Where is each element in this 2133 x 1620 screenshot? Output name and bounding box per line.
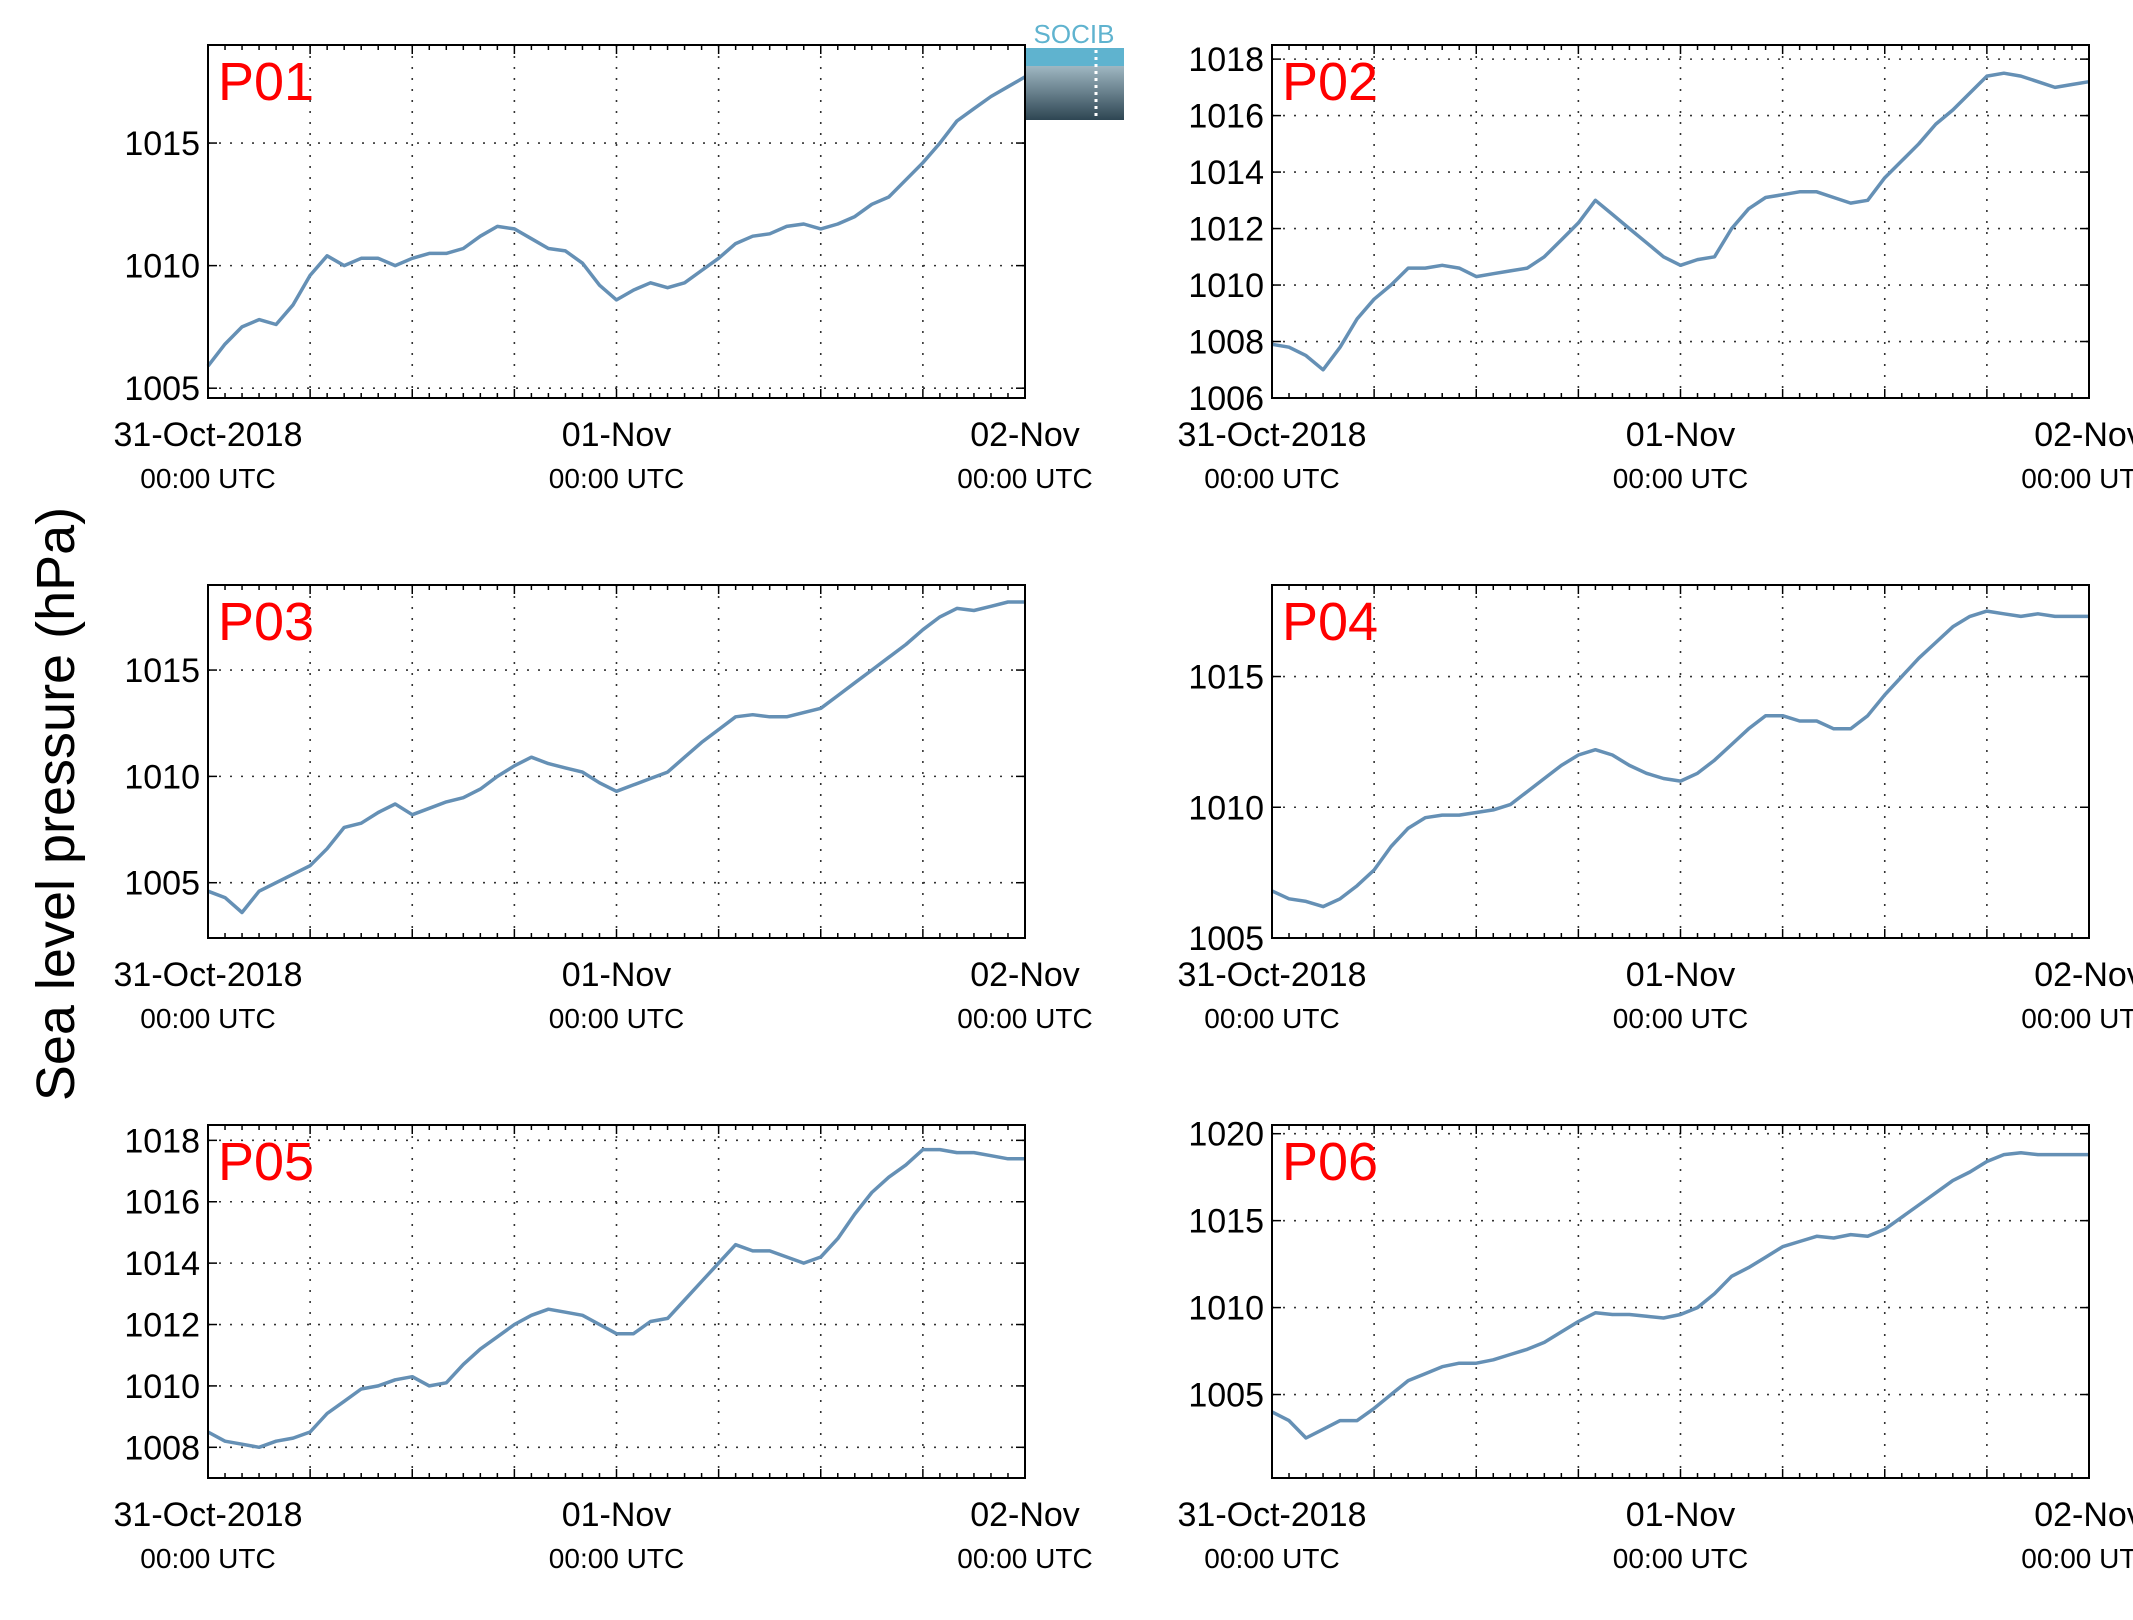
plot-frame: [207, 584, 1026, 939]
x-tick-label-time: 00:00 UTC: [1613, 463, 1748, 494]
y-tick-label: 1015: [124, 125, 200, 163]
series-line: [206, 75, 1026, 368]
plot-frame: [1271, 1124, 2090, 1479]
y-tick-label: 1005: [1188, 920, 1264, 958]
panel-label: P06: [1282, 1132, 1378, 1192]
x-tick-label-time: 00:00 UTC: [140, 463, 275, 494]
panel-label: P04: [1282, 592, 1378, 652]
y-tick-label: 1012: [124, 1307, 200, 1345]
series-line: [1271, 1151, 2089, 1440]
y-tick-label: 1005: [1188, 1377, 1264, 1415]
x-tick-label-date: 31-Oct-2018: [1178, 956, 1367, 994]
x-tick-label-time: 00:00 UTC: [1613, 1543, 1748, 1574]
x-tick-label-time: 00:00 UTC: [1204, 1543, 1339, 1574]
x-tick-label-time: 00:00 UTC: [549, 463, 684, 494]
x-tick-label-date: 01-Nov: [1626, 956, 1736, 994]
x-tick-label-date: 01-Nov: [562, 416, 672, 454]
panel-p02: 1006 1008 1010 1012 1014 1016 1018 31-Oct-2018 0…: [1104, 0, 2133, 540]
x-tick-label-time: 00:00 UTC: [2021, 463, 2133, 494]
y-tick-label: 1010: [124, 1368, 200, 1406]
x-tick-label-time: 00:00 UTC: [549, 1003, 684, 1034]
plot-frame: [1271, 584, 2090, 939]
panel-p06: 1005 1010 1015 1020 31-Oct-2018 00:00 UTC 01-N…: [1104, 1080, 2133, 1620]
y-tick-label: 1008: [1188, 324, 1264, 362]
x-tick-label-time: 00:00 UTC: [957, 1543, 1092, 1574]
y-tick-label: 1014: [1188, 154, 1264, 192]
series-line: [1271, 609, 2089, 909]
panel-label: P03: [218, 592, 314, 652]
x-tick-label-date: 02-Nov: [2034, 956, 2133, 994]
plot-frame: [1271, 44, 2090, 399]
x-tick-label-time: 00:00 UTC: [140, 1003, 275, 1034]
panel-label: P01: [218, 52, 314, 112]
series-line: [207, 600, 1025, 915]
y-tick-label: 1015: [1188, 1203, 1264, 1241]
y-tick-label: 1015: [1188, 659, 1264, 697]
socib-logo-text: SOCIB: [1034, 20, 1115, 49]
x-tick-label-date: 01-Nov: [562, 956, 672, 994]
x-tick-label-time: 00:00 UTC: [2021, 1003, 2133, 1034]
x-tick-label-date: 02-Nov: [970, 416, 1080, 454]
x-tick-label-time: 00:00 UTC: [957, 463, 1092, 494]
x-tick-label-time: 00:00 UTC: [957, 1003, 1092, 1034]
x-tick-label-date: 31-Oct-2018: [114, 1496, 303, 1534]
x-tick-label-date: 02-Nov: [970, 1496, 1080, 1534]
y-tick-label: 1012: [1188, 211, 1264, 249]
x-tick-label-date: 31-Oct-2018: [1178, 1496, 1367, 1534]
x-tick-label-date: 31-Oct-2018: [114, 416, 303, 454]
y-tick-label: 1016: [124, 1184, 200, 1222]
y-tick-label: 1005: [124, 865, 200, 903]
y-tick-label: 1014: [124, 1245, 200, 1283]
x-tick-label-date: 02-Nov: [2034, 416, 2133, 454]
panel-p01: 1005 1010 1015 31-Oct-2018 00:00 UTC 01-Nov 00…: [40, 0, 1100, 540]
socib-logo-graphic: SOCIB: [1024, 19, 1124, 120]
panel-p04: 1005 1010 1015 31-Oct-2018 00:00 UTC 01-Nov 00…: [1104, 540, 2133, 1080]
y-tick-label: 1018: [124, 1122, 200, 1160]
y-tick-label: 1010: [1188, 267, 1264, 305]
series-line: [1271, 71, 2090, 372]
x-tick-label-date: 01-Nov: [562, 1496, 672, 1534]
x-tick-label-time: 00:00 UTC: [1613, 1003, 1748, 1034]
y-tick-label: 1010: [1188, 1290, 1264, 1328]
socib-logo: SOCIB: [1024, 19, 1124, 120]
x-tick-label-date: 31-Oct-2018: [114, 956, 303, 994]
y-tick-label: 1015: [124, 652, 200, 690]
y-tick-label: 1018: [1188, 41, 1264, 79]
x-tick-label-time: 00:00 UTC: [1204, 1003, 1339, 1034]
y-tick-label: 1005: [124, 370, 200, 408]
x-tick-label-time: 00:00 UTC: [1204, 463, 1339, 494]
x-tick-label-date: 02-Nov: [970, 956, 1080, 994]
panel-p03: 1005 1010 1015 31-Oct-2018 00:00 UTC 01-Nov 00…: [40, 540, 1100, 1080]
x-tick-label-time: 00:00 UTC: [140, 1543, 275, 1574]
y-tick-label: 1016: [1188, 98, 1264, 136]
panel-p05: 1008 1010 1012 1014 1016 1018 31-Oct-2018 00:00…: [40, 1080, 1100, 1620]
plot-frame: [207, 44, 1026, 399]
y-tick-label: 1010: [124, 758, 200, 796]
y-tick-label: 1010: [124, 248, 200, 286]
x-tick-label-date: 01-Nov: [1626, 416, 1736, 454]
x-tick-label-date: 31-Oct-2018: [1178, 416, 1367, 454]
y-tick-label: 1020: [1188, 1116, 1264, 1154]
x-tick-label-time: 00:00 UTC: [2021, 1543, 2133, 1574]
y-tick-label: 1008: [124, 1429, 200, 1467]
panel-label: P05: [218, 1132, 314, 1192]
x-tick-label-date: 01-Nov: [1626, 1496, 1736, 1534]
x-tick-label-time: 00:00 UTC: [549, 1543, 684, 1574]
y-tick-label: 1010: [1188, 789, 1264, 827]
y-tick-label: 1006: [1188, 380, 1264, 418]
panel-label: P02: [1282, 52, 1378, 112]
x-tick-label-date: 02-Nov: [2034, 1496, 2133, 1534]
plot-frame: [207, 1124, 1026, 1479]
series-line: [207, 1147, 1025, 1450]
